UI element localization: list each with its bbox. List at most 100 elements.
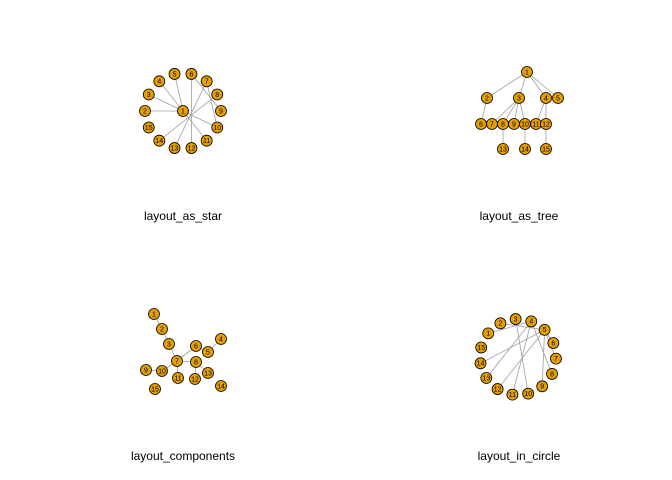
node (177, 105, 189, 117)
node-label: 7 (554, 356, 558, 363)
node (538, 323, 551, 336)
node-label: 12 (188, 145, 196, 152)
node-label: 10 (213, 125, 221, 132)
edge (191, 73, 222, 112)
node (215, 105, 227, 117)
edge (174, 73, 184, 112)
node (156, 365, 168, 377)
node-label: 2 (160, 326, 164, 333)
node-label: 13 (482, 375, 490, 382)
node-label: 15 (151, 386, 159, 393)
node (550, 352, 562, 365)
node (190, 340, 202, 352)
node-label: 1 (525, 69, 529, 76)
node-label: 4 (219, 336, 223, 343)
node (506, 388, 519, 401)
node-label: 13 (171, 145, 179, 152)
node (475, 341, 488, 354)
node-label: 5 (556, 95, 560, 102)
node (474, 357, 487, 370)
node-label: 14 (217, 383, 225, 390)
node (156, 323, 168, 335)
edge (488, 321, 532, 334)
node-label: 3 (517, 95, 521, 102)
node-label: 14 (521, 146, 529, 153)
node-label: 8 (501, 121, 505, 128)
node (513, 92, 525, 104)
node (521, 66, 533, 78)
panel-title: layout_components (131, 449, 235, 463)
node-label: 9 (219, 108, 223, 115)
edge (497, 329, 545, 390)
node (189, 373, 201, 385)
node-label: 15 (477, 345, 485, 352)
edge (500, 322, 545, 331)
node-label: 10 (524, 391, 532, 398)
node (185, 142, 198, 154)
node (163, 338, 175, 350)
node (547, 337, 560, 349)
node-label: 1 (486, 331, 490, 338)
node-label: 5 (206, 349, 210, 356)
node-label: 14 (155, 138, 163, 145)
node-label: 15 (542, 146, 550, 153)
node-label: 15 (145, 125, 153, 132)
node (139, 105, 151, 117)
node (519, 143, 531, 155)
node (168, 68, 181, 80)
node (480, 372, 493, 384)
node (142, 121, 155, 134)
node (481, 92, 493, 104)
node-label: 4 (529, 319, 533, 326)
node-label: 2 (485, 95, 489, 102)
node (536, 380, 549, 393)
node (200, 134, 213, 147)
node-label: 1 (181, 108, 185, 115)
node (171, 355, 183, 367)
node-label: 7 (175, 358, 179, 365)
node-label: 4 (157, 79, 161, 86)
edge (486, 321, 532, 379)
node (525, 315, 538, 328)
panel-title: layout_in_circle (478, 449, 561, 463)
edge (491, 97, 520, 125)
node-label: 6 (479, 121, 483, 128)
node (509, 313, 522, 325)
node (540, 143, 552, 155)
node-label: 6 (551, 340, 555, 347)
node (148, 308, 160, 320)
node-label: 12 (191, 376, 199, 383)
node (482, 327, 495, 340)
node-label: 1 (152, 311, 156, 318)
edge (530, 321, 553, 375)
node (140, 364, 152, 376)
edge (526, 71, 559, 99)
node (540, 92, 552, 104)
edge (174, 81, 208, 149)
node-label: 8 (194, 359, 198, 366)
node-label: 9 (540, 384, 544, 391)
node-label: 7 (490, 121, 494, 128)
node-label: 12 (494, 386, 502, 393)
node-label: 2 (143, 108, 147, 115)
node-label: 8 (550, 371, 554, 378)
node-label: 5 (173, 71, 177, 78)
node (202, 346, 214, 358)
node-label: 13 (204, 370, 212, 377)
node-label: 10 (158, 368, 166, 375)
node-label: 3 (147, 92, 151, 99)
node (149, 383, 161, 395)
node-label: 3 (514, 316, 518, 323)
node (215, 333, 227, 345)
node (522, 387, 535, 400)
node-label: 7 (205, 79, 209, 86)
panel-title: layout_as_star (144, 209, 222, 223)
node (153, 75, 166, 88)
node-label: 2 (498, 321, 502, 328)
node (552, 92, 564, 104)
node-label: 8 (215, 92, 219, 99)
edge (159, 94, 218, 142)
